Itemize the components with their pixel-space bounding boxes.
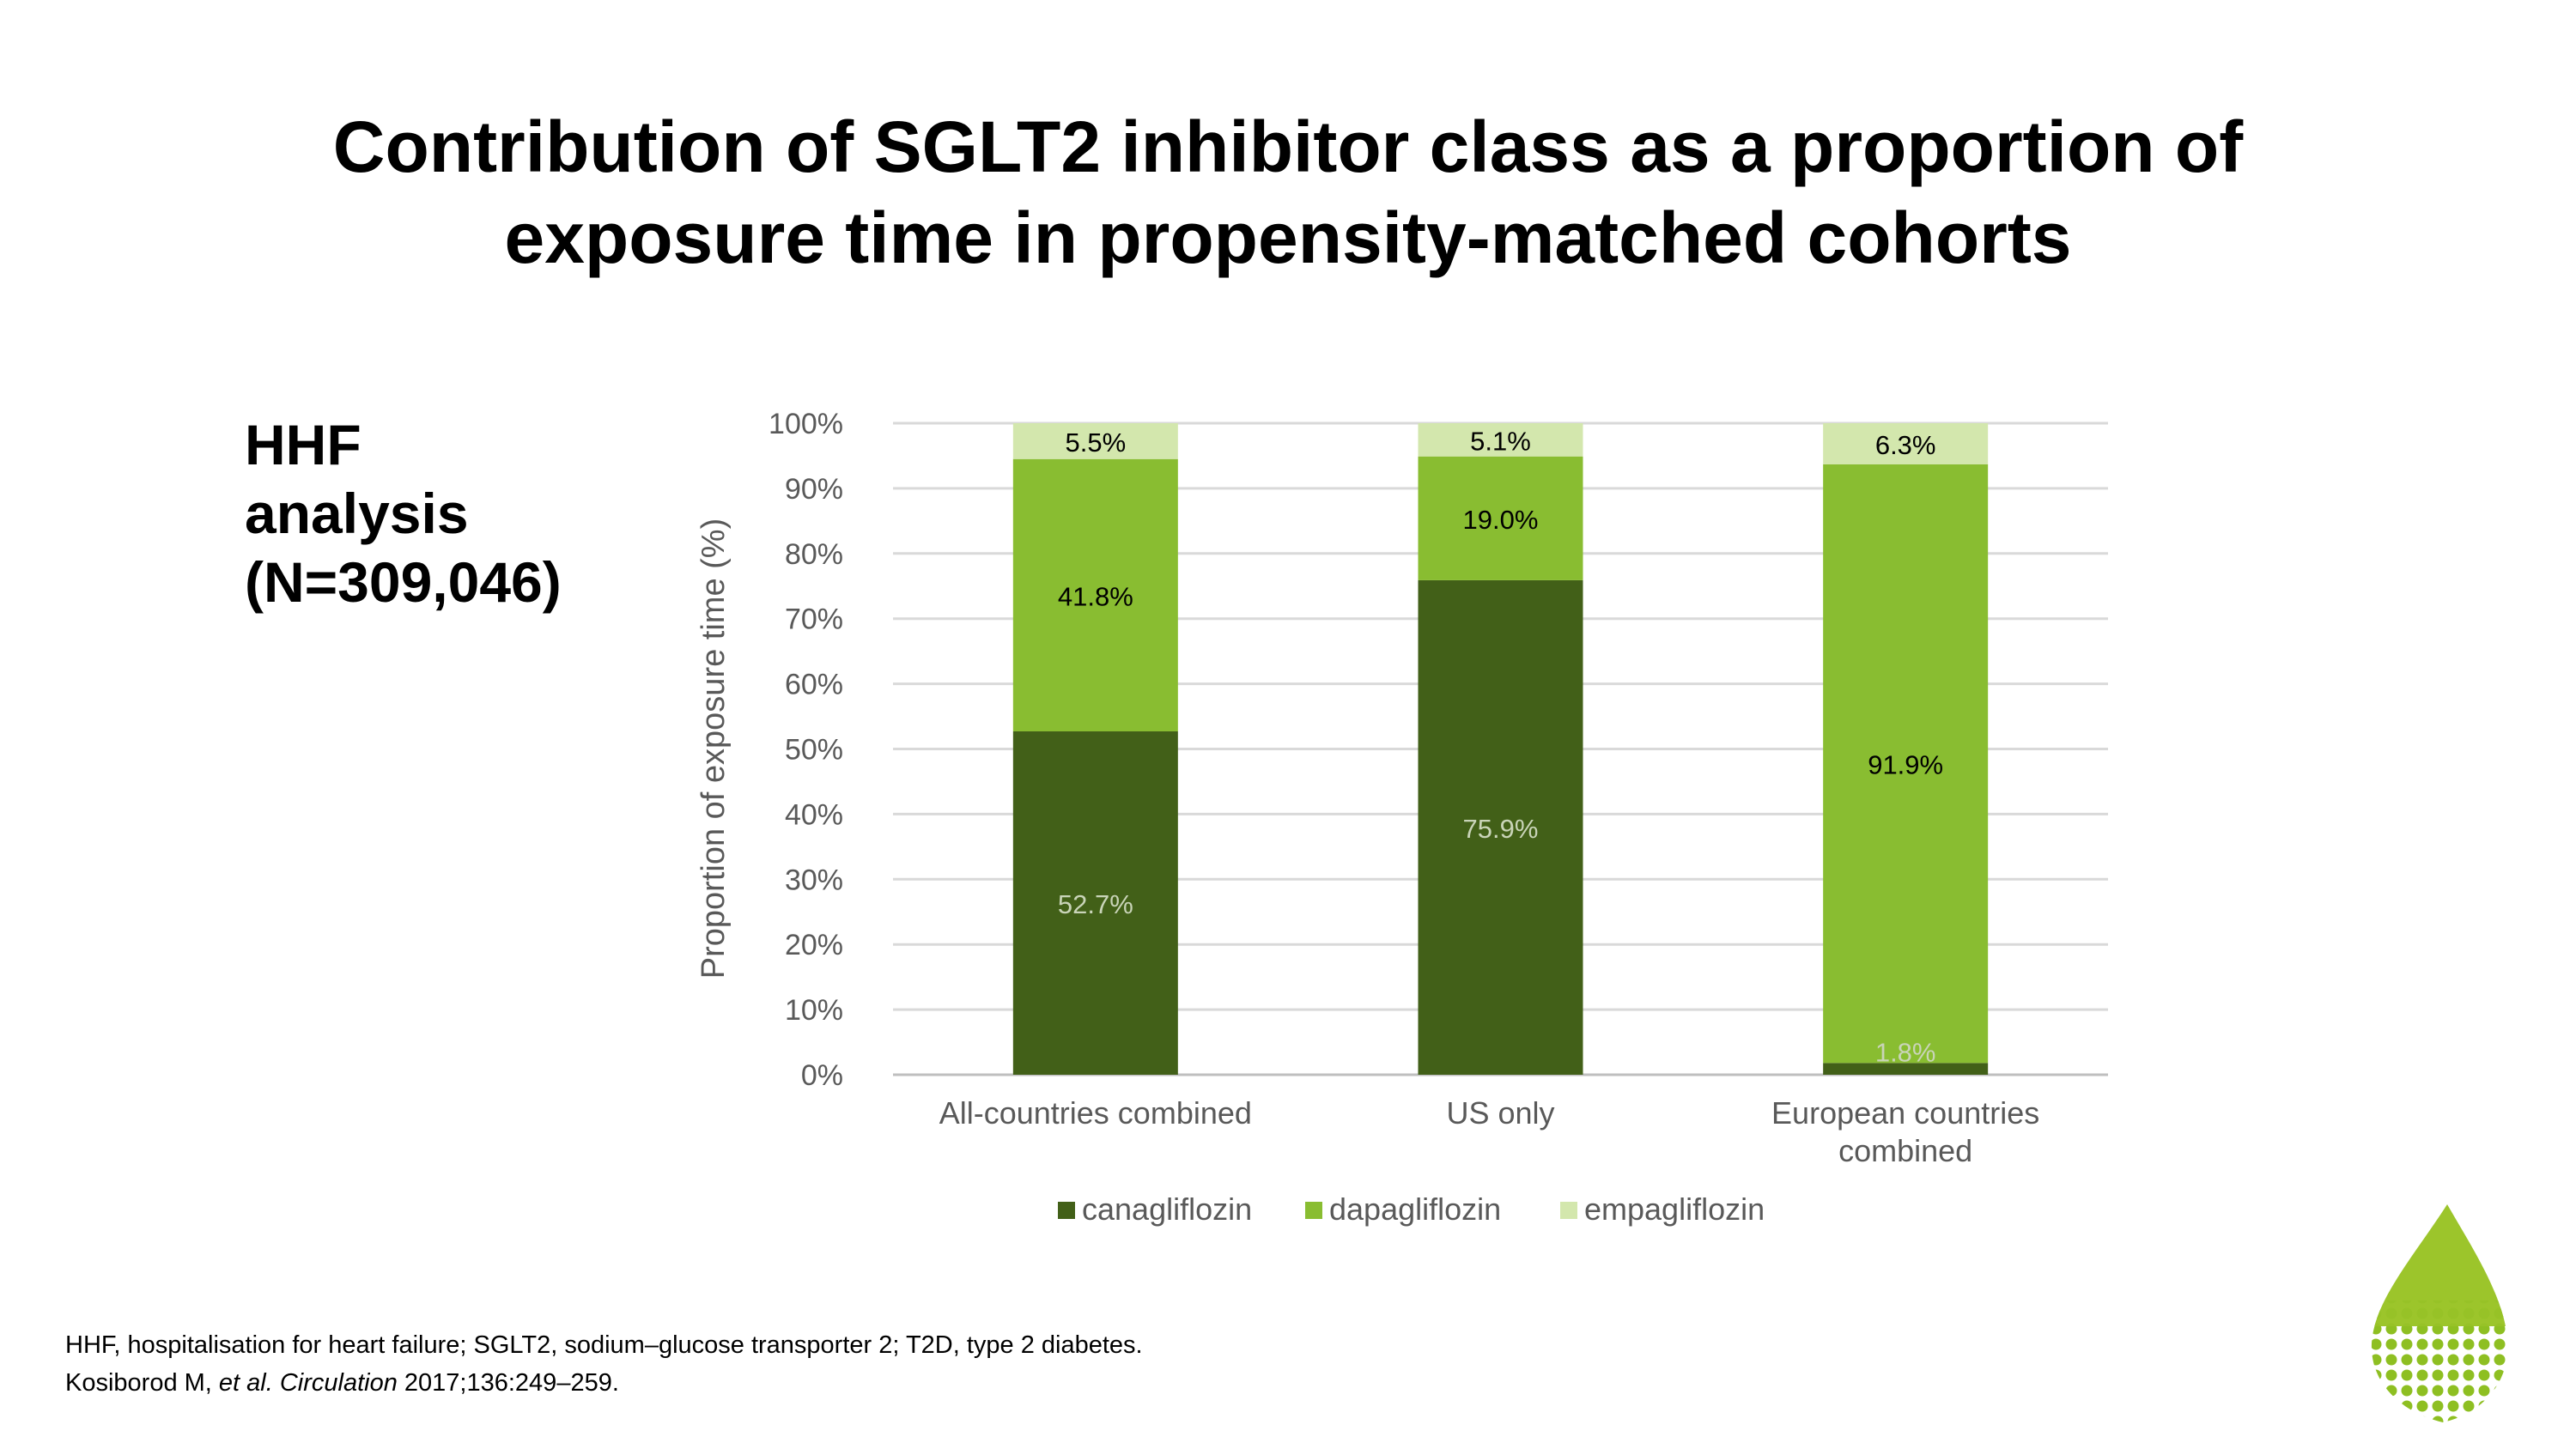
x-category-label: combined <box>1838 1133 1972 1168</box>
y-tick-label: 20% <box>785 929 843 961</box>
y-tick-label: 30% <box>785 864 843 896</box>
y-tick-label: 70% <box>785 603 843 636</box>
x-category-label: US only <box>1446 1095 1554 1131</box>
bar-segment <box>1823 1063 1989 1075</box>
reference-citation: 2017;136:249–259. <box>397 1369 619 1397</box>
bar-segment <box>1012 458 1178 732</box>
bar-segment <box>1418 456 1583 580</box>
data-label: 1.8% <box>1875 1037 1936 1067</box>
legend-swatch <box>1560 1202 1577 1219</box>
y-tick-label: 40% <box>785 798 843 831</box>
y-tick-label: 50% <box>785 734 843 767</box>
analysis-label-line-3: (N=309,046) <box>245 550 562 614</box>
bar-segment <box>1012 423 1178 459</box>
bar-segment <box>1823 423 1989 464</box>
legend-label: dapagliflozin <box>1329 1191 1501 1227</box>
x-category-label: European countries <box>1771 1095 2039 1131</box>
data-label: 5.5% <box>1065 427 1126 458</box>
data-label: 6.3% <box>1875 430 1936 460</box>
x-category-label: All-countries combined <box>939 1095 1252 1131</box>
data-label: 75.9% <box>1463 814 1539 844</box>
bar-segment <box>1418 579 1583 1075</box>
footnote-abbreviations: HHF, hospitalisation for heart failure; … <box>65 1331 1143 1359</box>
reference-authors: Kosiborod M, <box>65 1369 219 1397</box>
legend-swatch <box>1058 1202 1075 1219</box>
analysis-label-line-1: HHF <box>245 413 361 476</box>
title-line-2: exposure time in propensity-matched coho… <box>504 197 2072 278</box>
y-tick-label: 0% <box>801 1059 843 1092</box>
legend-swatch <box>1305 1202 1322 1219</box>
legend-label: canagliflozin <box>1082 1191 1252 1227</box>
title-line-1: Contribution of SGLT2 inhibitor class as… <box>332 106 2244 187</box>
y-tick-label: 90% <box>785 473 843 506</box>
data-label: 19.0% <box>1463 505 1539 535</box>
y-tick-label: 10% <box>785 994 843 1027</box>
analysis-label-line-2: analysis <box>245 482 469 545</box>
legend-label: empagliflozin <box>1584 1191 1765 1227</box>
y-tick-label: 80% <box>785 538 843 571</box>
data-label: 5.1% <box>1470 426 1531 456</box>
reference-etal: et al. <box>218 1369 273 1397</box>
data-label: 91.9% <box>1868 750 1943 780</box>
bar-segment <box>1418 423 1583 457</box>
leaf-icon <box>2371 1204 2508 1422</box>
analysis-label: HHF analysis (N=309,046) <box>245 410 562 616</box>
data-label: 52.7% <box>1058 889 1133 919</box>
footnotes: HHF, hospitalisation for heart failure; … <box>65 1326 1143 1402</box>
slide-title: Contribution of SGLT2 inhibitor class as… <box>0 101 2576 283</box>
footnote-reference: Kosiborod M, et al. Circulation 2017;136… <box>65 1364 1143 1402</box>
data-label: 41.8% <box>1058 581 1133 611</box>
y-tick-label: 60% <box>785 669 843 701</box>
reference-journal: Circulation <box>279 1369 398 1397</box>
bar-segment <box>1012 731 1178 1075</box>
bar-segment <box>1823 464 1989 1064</box>
y-axis-label: Proportion of exposure time (%) <box>696 518 732 979</box>
y-tick-label: 100% <box>769 408 843 440</box>
